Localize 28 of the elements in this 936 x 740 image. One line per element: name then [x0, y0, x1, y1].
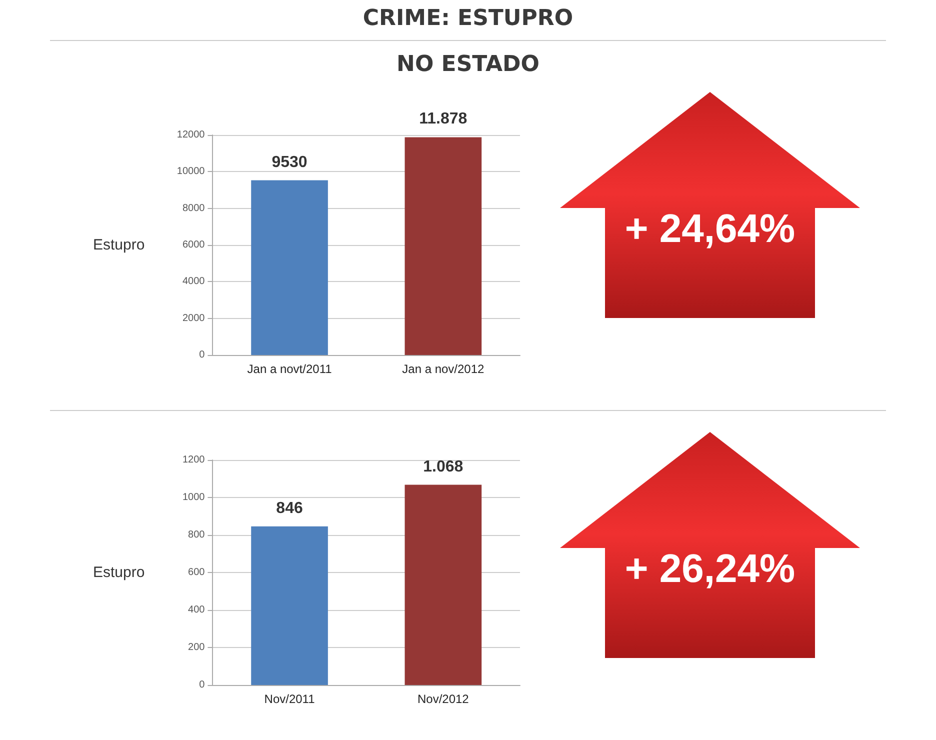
y-tick-label: 600: [188, 567, 206, 578]
y-axis-title: Estupro: [92, 564, 145, 581]
data-label: 846: [276, 500, 303, 517]
text: + 24,64%: [624, 207, 796, 252]
x-tick-label: Nov/2012: [417, 692, 470, 706]
y-tick-label: 8000: [182, 202, 206, 214]
y-tick-label: 4000: [182, 276, 206, 288]
chart-subtitle: NO ESTADO: [396, 52, 540, 77]
x-tick-label: Jan a nov/2012: [402, 362, 485, 376]
y-axis-title: Estupro: [92, 236, 145, 254]
y-tick-label: 10000: [176, 166, 206, 178]
y-tick-label: 2000: [182, 312, 206, 324]
x-tick-label: Nov/2011: [264, 692, 316, 706]
y-tick-label: 6000: [182, 240, 206, 250]
data-label: 11.878: [419, 110, 468, 128]
chart-title: CRIME: ESTUPRO: [362, 6, 574, 31]
text: + 26,24%: [624, 547, 796, 592]
x-tick-label: Jan a novt/2011: [247, 362, 332, 376]
y-tick-label: 1200: [182, 454, 206, 466]
y-tick-label: 12000: [176, 130, 206, 140]
data-label: 9530: [272, 154, 308, 171]
data-label: 1.068: [423, 458, 464, 476]
y-tick-label: 400: [188, 604, 206, 616]
y-tick-label: 800: [188, 530, 206, 540]
y-tick-label: 0: [199, 350, 206, 360]
y-tick-label: 200: [188, 642, 206, 653]
y-tick-label: 1000: [182, 492, 206, 503]
y-tick-label: 0: [199, 680, 206, 690]
